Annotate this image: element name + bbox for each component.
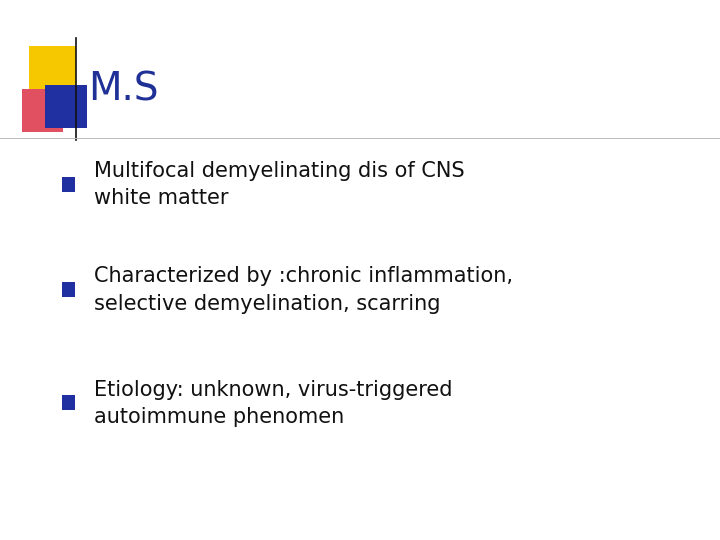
Text: Etiology: unknown, virus-triggered
autoimmune phenomen: Etiology: unknown, virus-triggered autoi… bbox=[94, 380, 452, 427]
Text: Multifocal demyelinating dis of CNS
white matter: Multifocal demyelinating dis of CNS whit… bbox=[94, 161, 464, 208]
Bar bbox=[62, 395, 75, 410]
Bar bbox=[45, 85, 87, 128]
Text: M.S: M.S bbox=[88, 70, 158, 108]
Bar bbox=[62, 177, 75, 192]
Bar bbox=[29, 46, 76, 97]
Bar bbox=[22, 89, 63, 132]
Bar bbox=[62, 282, 75, 297]
Text: Characterized by :chronic inflammation,
selective demyelination, scarring: Characterized by :chronic inflammation, … bbox=[94, 266, 513, 314]
